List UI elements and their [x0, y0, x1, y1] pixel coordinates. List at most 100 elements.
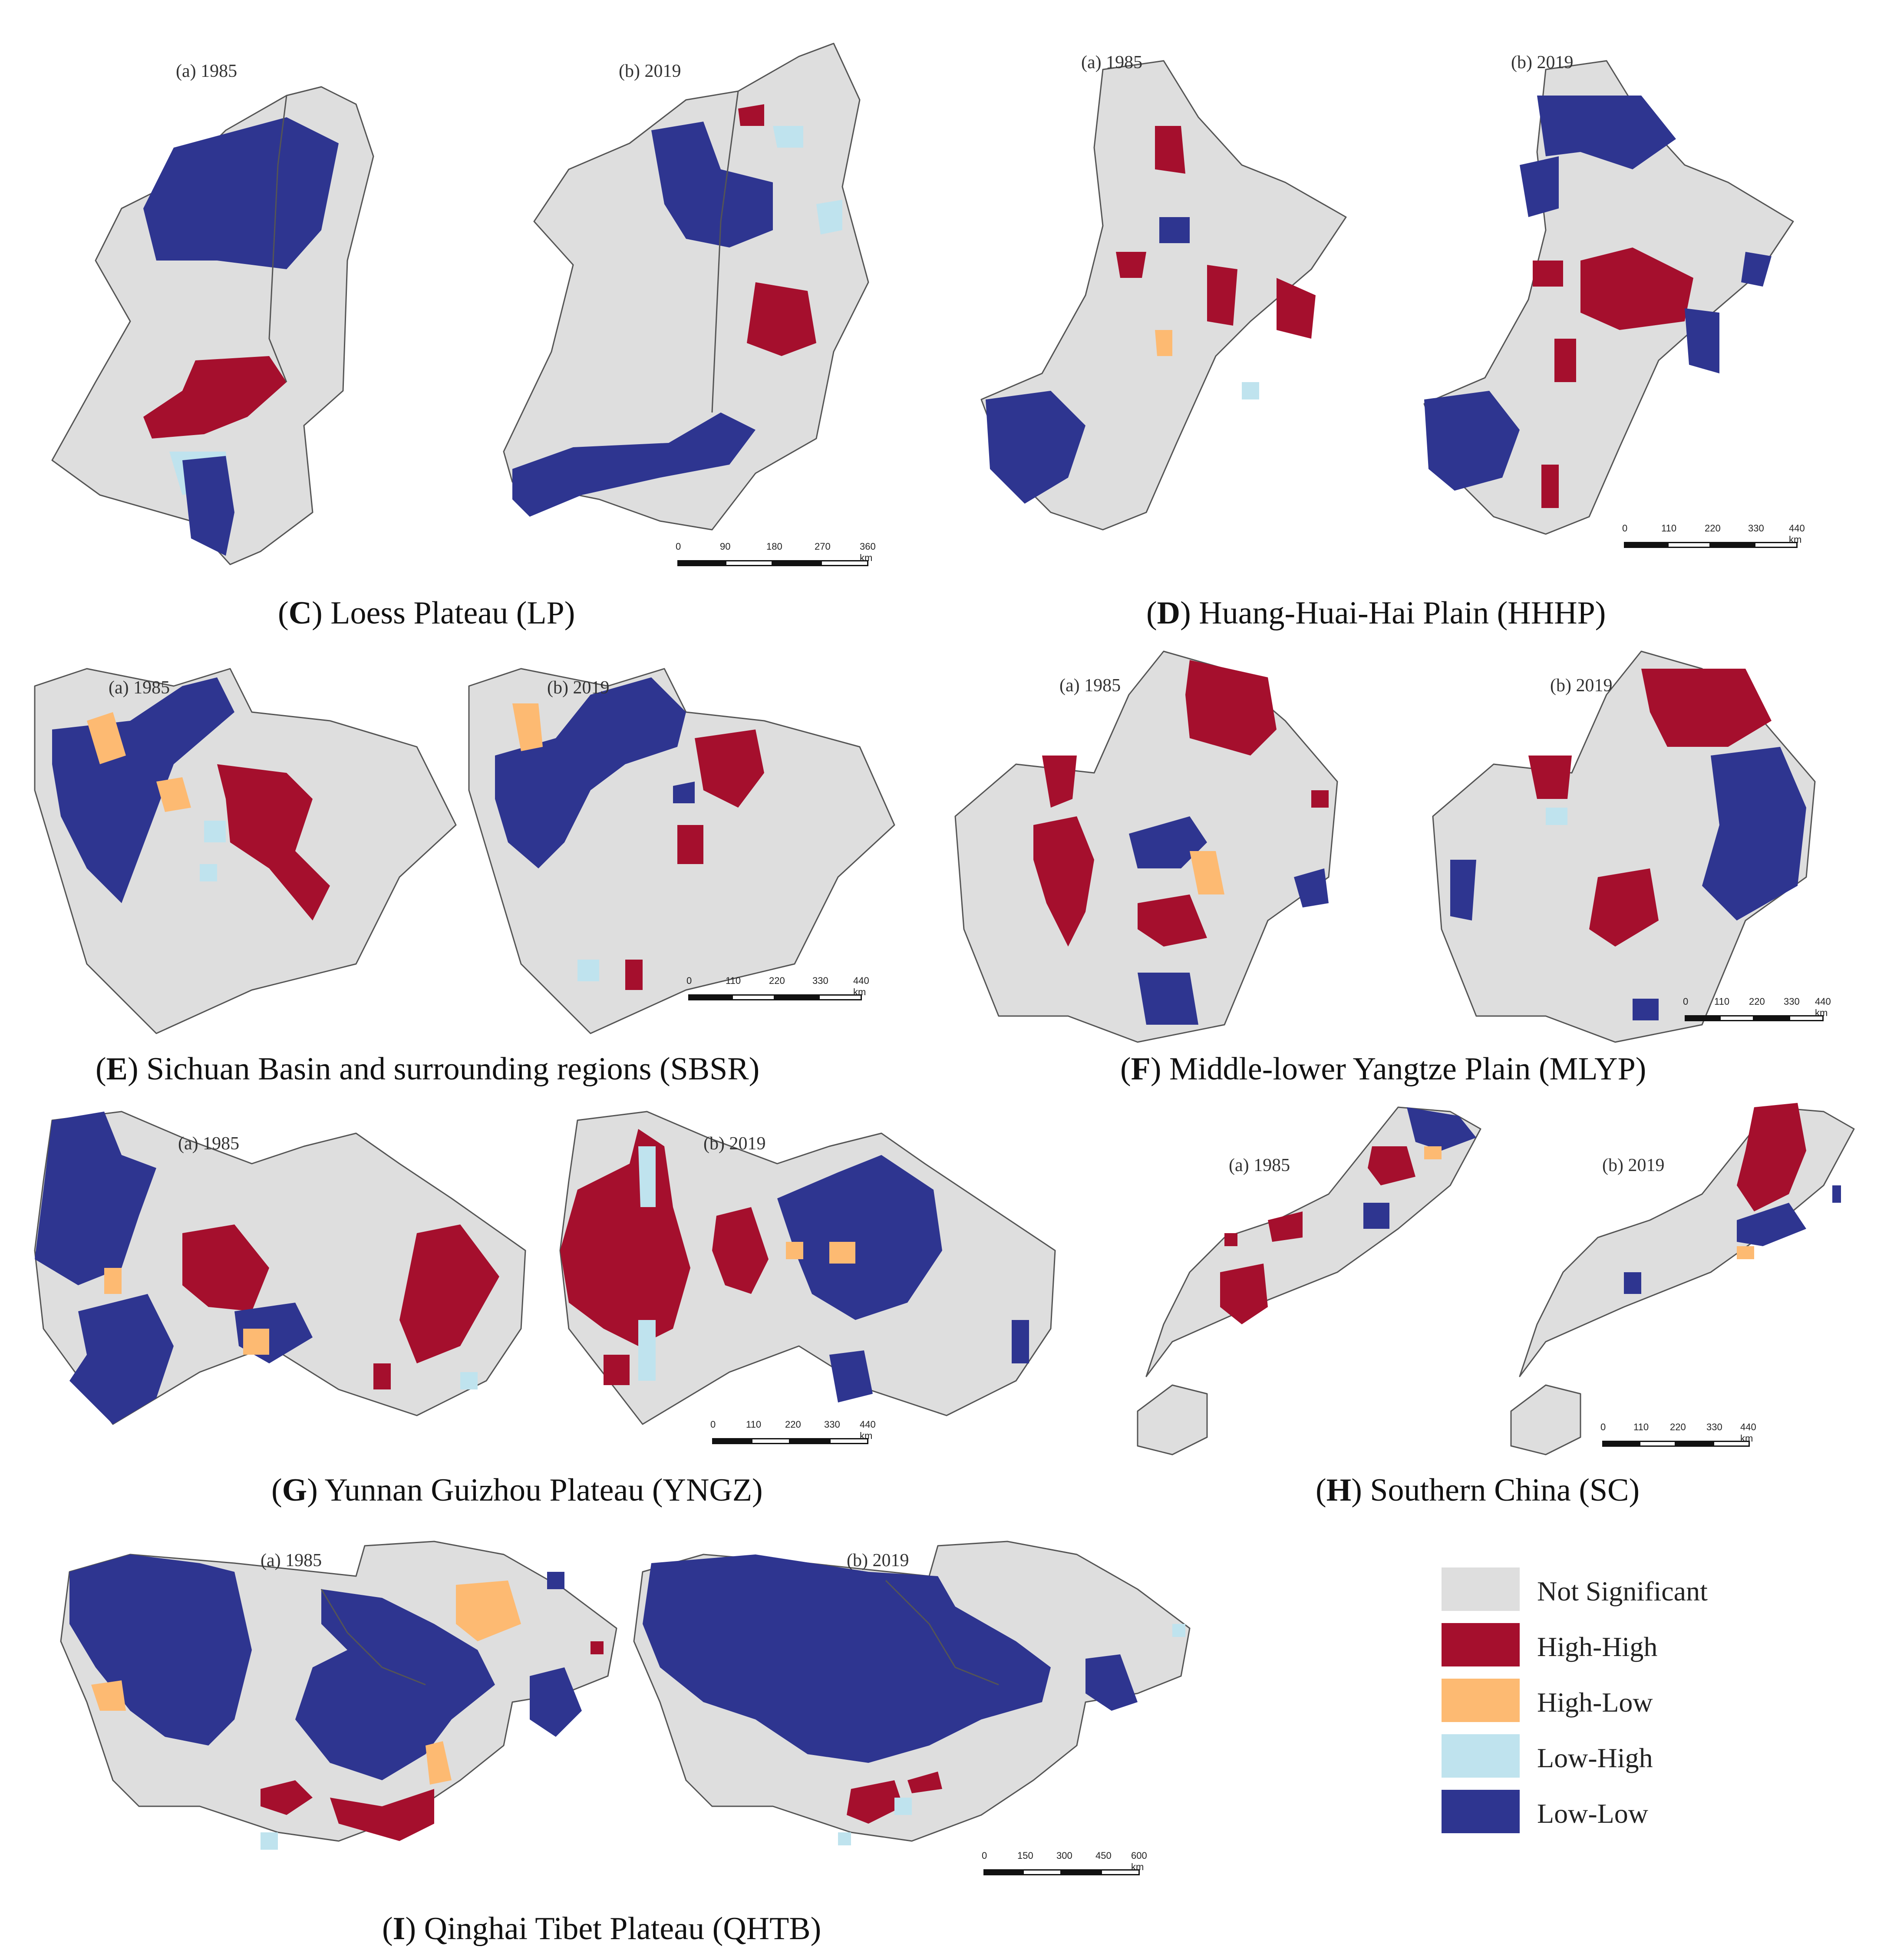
hh-region [625, 960, 643, 990]
hh-region [591, 1641, 604, 1654]
legend-swatch [1442, 1567, 1520, 1611]
lh-region [838, 1832, 851, 1845]
scale-tick: 270 [815, 541, 831, 552]
hh-region [373, 1363, 391, 1389]
hl-region [426, 1741, 452, 1785]
scale-tick: 110 [1633, 1422, 1649, 1432]
legend-swatch [1442, 1790, 1520, 1833]
map-h-1985 [1137, 1106, 1481, 1455]
scale-tick: 90 [720, 541, 731, 552]
year-label-a: (a) 1985 [109, 678, 170, 698]
hh-region [1541, 465, 1559, 508]
ll-region [1138, 973, 1198, 1025]
map-e-1985 [34, 668, 457, 1034]
hl-region [91, 1680, 126, 1711]
hh-region [907, 1772, 942, 1793]
map-f-2019 [1432, 650, 1816, 1043]
map-g-2019 [559, 1111, 1056, 1425]
scale-tick: 330 [1748, 523, 1764, 534]
ll-region [1363, 1203, 1389, 1229]
hh-region [712, 1207, 769, 1294]
lh-region [638, 1146, 656, 1207]
legend-item: High-Low [1442, 1679, 1745, 1726]
ll-region [1633, 999, 1659, 1020]
scale-tick: 440 km [1815, 996, 1831, 1018]
year-label-a: (a) 1985 [1081, 53, 1143, 73]
hh-region [677, 825, 703, 864]
ll-region [1520, 156, 1559, 217]
ll-region [643, 1554, 1051, 1763]
scale-tick: 440 km [853, 975, 869, 997]
hh-region [399, 1224, 499, 1363]
lh-region [200, 864, 217, 881]
hl-region [243, 1329, 269, 1355]
hh-region [1533, 261, 1563, 287]
hh-region [1138, 894, 1207, 947]
map-d-2019 [1423, 60, 1794, 535]
map-f-1985 [954, 650, 1338, 1043]
hh-region [143, 356, 287, 439]
scale-tick: 0 [1622, 523, 1628, 534]
hh-region [1589, 868, 1659, 947]
lh-region [773, 126, 803, 148]
scale-tick: 220 [769, 975, 785, 986]
hl-region [1155, 330, 1172, 356]
hl-region [512, 703, 543, 751]
scale-bar-h: 0 110 220 330 440 km [1600, 1422, 1756, 1448]
map-g-1985 [34, 1111, 526, 1425]
year-label-b: (b) 2019 [847, 1551, 909, 1571]
ll-region [1741, 252, 1772, 287]
scale-tick: 440 km [1740, 1422, 1756, 1444]
legend-label: Low-High [1537, 1742, 1653, 1773]
scale-tick: 0 [982, 1850, 987, 1861]
hh-region [604, 1355, 630, 1385]
map-e-2019 [468, 668, 895, 1034]
scale-tick: 0 [1683, 996, 1689, 1007]
hl-region [104, 1268, 122, 1294]
ll-region [651, 122, 773, 247]
scale-bar-d: 0 110 220 330 440 km [1622, 523, 1805, 551]
map-h-2019 [1510, 1103, 1855, 1455]
hh-region [695, 729, 764, 808]
hl-region [1737, 1246, 1754, 1259]
hh-region [747, 282, 816, 356]
ll-region [1537, 96, 1676, 169]
hl-region [786, 1242, 803, 1259]
year-label-a: (a) 1985 [178, 1134, 240, 1154]
hh-region [330, 1789, 434, 1841]
ll-region [777, 1155, 942, 1320]
year-label-b: (b) 2019 [547, 678, 610, 698]
ll-region [143, 117, 339, 269]
hh-region [1207, 265, 1237, 326]
year-label-a: (a) 1985 [176, 61, 238, 81]
hh-region [1155, 126, 1185, 174]
panel-title-e: (E) Sichuan Basin and surrounding region… [96, 1051, 760, 1087]
legend-swatch [1442, 1623, 1520, 1666]
map-d-1985 [980, 60, 1347, 531]
ll-region [182, 456, 234, 556]
ll-region [1012, 1320, 1029, 1363]
hh-region [738, 104, 764, 126]
panel-title-h: (H) Southern China (SC) [1316, 1472, 1640, 1508]
legend-swatch [1442, 1734, 1520, 1778]
hh-region [1033, 816, 1094, 947]
ll-region [1407, 1107, 1476, 1151]
scale-tick: 0 [686, 975, 692, 986]
ll-region [69, 1294, 174, 1424]
map-c-2019 [503, 43, 869, 531]
ll-region [530, 1667, 582, 1737]
hh-region [217, 764, 330, 921]
scale-bar-e: 0 110 220 330 440 km [686, 975, 869, 1003]
panel-title-f: (F) Middle-lower Yangtze Plain (MLYP) [1120, 1051, 1646, 1087]
lh-region [1546, 808, 1567, 825]
ll-region [35, 1112, 156, 1285]
scale-tick: 440 km [860, 1419, 876, 1441]
hh-region [1224, 1233, 1237, 1246]
scale-tick: 110 [1714, 996, 1730, 1007]
scale-tick: 220 [1670, 1422, 1686, 1432]
legend-item: Low-Low [1442, 1790, 1745, 1838]
scale-tick: 300 [1056, 1850, 1072, 1861]
scale-tick: 0 [676, 541, 681, 552]
legend-label: Low-Low [1537, 1798, 1648, 1829]
scale-tick: 150 [1017, 1850, 1033, 1861]
